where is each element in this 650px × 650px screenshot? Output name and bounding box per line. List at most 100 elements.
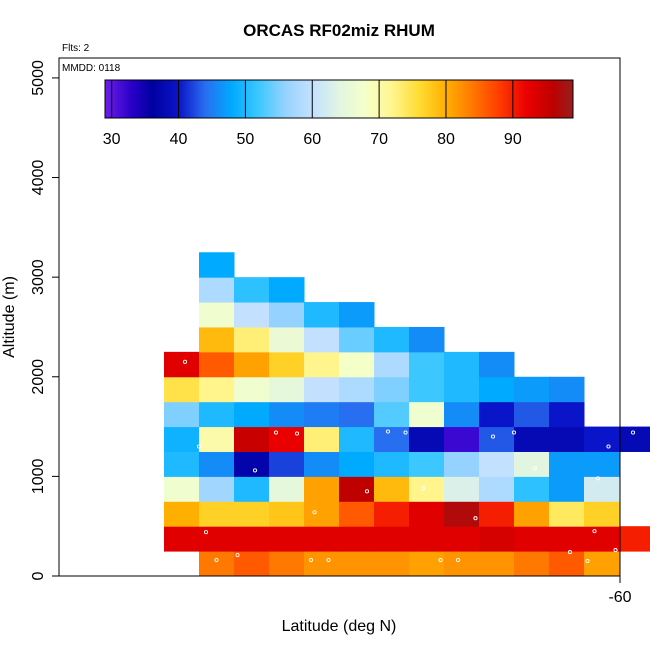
sample-point xyxy=(630,430,636,435)
colorbar-gradient xyxy=(104,79,574,119)
heatmap-cell xyxy=(304,426,340,452)
sample-point xyxy=(252,468,258,473)
heatmap-cell xyxy=(409,401,445,428)
heatmap-cell xyxy=(164,401,200,428)
sample-point xyxy=(585,559,590,564)
heatmap-cell xyxy=(304,401,340,428)
sample-point xyxy=(214,558,219,563)
colorbar-tick-label: 70 xyxy=(370,131,388,148)
heatmap-cell xyxy=(269,426,305,452)
sample-point xyxy=(455,558,461,563)
heatmap-cell xyxy=(234,426,270,452)
sample-point xyxy=(294,431,300,436)
sample-point xyxy=(567,550,573,555)
sample-point xyxy=(196,444,202,449)
sample-point xyxy=(203,530,209,535)
heatmap-cell xyxy=(444,476,480,502)
heatmap-cell xyxy=(584,426,620,452)
heatmap-cell xyxy=(199,277,235,303)
heatmap-cell xyxy=(269,501,305,527)
y-tick-label: 3000 xyxy=(30,259,47,295)
heatmap-cell xyxy=(164,351,200,378)
heatmap-cell xyxy=(199,551,235,577)
heatmap-cell xyxy=(444,376,480,403)
sample-points xyxy=(182,272,636,564)
heatmap-cell xyxy=(339,526,375,552)
heatmap-cell xyxy=(199,376,235,403)
heatmap-cell xyxy=(549,551,585,577)
heatmap-cell xyxy=(584,551,620,577)
heatmap-cell xyxy=(374,401,410,428)
sample-point xyxy=(182,359,188,364)
heatmap-cell xyxy=(374,476,410,502)
heatmap-cell xyxy=(269,351,305,378)
date-note: MMDD: 0118 xyxy=(62,63,121,74)
heatmap-cell xyxy=(584,526,620,552)
x-axis-label: Latitude (deg N) xyxy=(282,618,397,635)
heatmap-cell xyxy=(269,476,305,502)
heatmap-cell xyxy=(409,526,445,552)
x-tick-label: -60 xyxy=(608,589,631,606)
heatmap-cell xyxy=(199,351,235,378)
heatmap-cell xyxy=(304,526,340,552)
heatmap-cell xyxy=(549,501,585,527)
heatmap-cell xyxy=(339,351,375,378)
heatmap-cell xyxy=(339,376,375,403)
heatmap-cell xyxy=(199,326,235,353)
heatmap-cell xyxy=(339,551,375,577)
heatmap-cell xyxy=(479,401,515,428)
heatmap-cell xyxy=(374,551,410,577)
colorbar-ticks: 30 40 50 60 70 80 90 xyxy=(103,80,522,148)
heatmap-cell xyxy=(199,476,235,502)
heatmap-cell xyxy=(409,351,445,378)
heatmap-cell xyxy=(444,551,480,577)
heatmap-cell xyxy=(304,476,340,502)
heatmap-cells xyxy=(164,252,650,577)
heatmap-cell xyxy=(199,451,235,477)
heatmap-cell xyxy=(444,401,480,428)
sample-point xyxy=(235,272,240,277)
heatmap-cell xyxy=(339,426,375,452)
heatmap-cell xyxy=(514,401,550,428)
heatmap-cell xyxy=(199,426,235,452)
heatmap-cell xyxy=(164,501,200,527)
heatmap-cell xyxy=(234,551,270,577)
heatmap-cell xyxy=(269,326,305,353)
sample-point xyxy=(511,430,517,435)
heatmap-cell xyxy=(164,376,200,403)
heatmap-cell xyxy=(269,401,305,428)
heatmap-cell xyxy=(549,401,585,428)
heatmap-cell xyxy=(234,302,270,328)
heatmap-cell xyxy=(479,501,515,527)
heatmap-cell xyxy=(584,476,620,502)
colorbar-tick-label: 80 xyxy=(437,131,455,148)
heatmap-cell xyxy=(339,451,375,477)
heatmap-cell xyxy=(619,526,650,552)
heatmap-cell xyxy=(479,376,515,403)
heatmap-cell xyxy=(199,501,235,527)
y-tick-label: 4000 xyxy=(30,160,47,196)
heatmap-cell xyxy=(234,526,270,552)
heatmap-cell xyxy=(479,526,515,552)
heatmap-cell xyxy=(234,277,270,303)
sample-point xyxy=(438,558,443,563)
colorbar: 30 40 50 60 70 80 90 xyxy=(103,79,574,148)
heatmap-cell xyxy=(269,451,305,477)
colorbar-tick-label: 40 xyxy=(170,131,188,148)
heatmap-cell xyxy=(479,426,515,452)
heatmap-cell xyxy=(479,451,515,477)
heatmap-cell xyxy=(339,326,375,353)
colorbar-tick-label: 60 xyxy=(303,131,321,148)
heatmap-cell xyxy=(374,376,410,403)
heatmap-cell xyxy=(409,451,445,477)
heatmap-cell xyxy=(199,302,235,328)
x-axis: -60 xyxy=(608,576,632,606)
plot-frame xyxy=(58,57,621,577)
colorbar-tick-label: 30 xyxy=(103,131,121,148)
heatmap-cell xyxy=(514,476,550,502)
sample-point xyxy=(602,391,608,396)
y-tick-label: 5000 xyxy=(30,60,47,96)
heatmap-cell xyxy=(374,451,410,477)
heatmap-cell xyxy=(444,451,480,477)
heatmap-cell xyxy=(444,426,480,452)
